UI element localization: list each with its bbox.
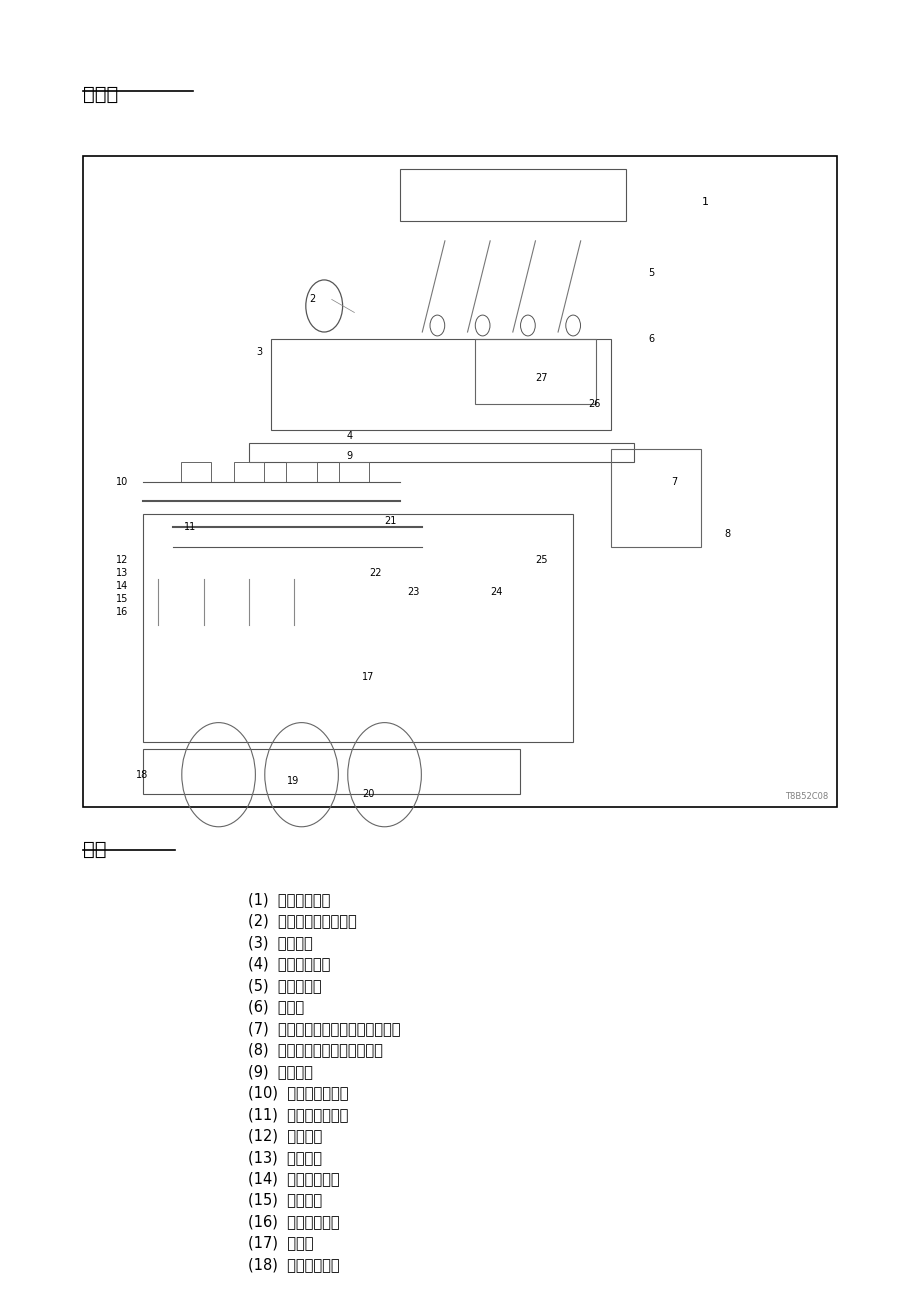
Text: 7: 7 [671, 477, 676, 487]
Text: (8)  点火线圈（直接点火系统）: (8) 点火线圈（直接点火系统） [248, 1042, 383, 1057]
Text: (9)  凸轮轴盖: (9) 凸轮轴盖 [248, 1064, 313, 1079]
Text: 16: 16 [116, 607, 128, 617]
Text: 27: 27 [535, 372, 548, 383]
Text: (4)  气缸盖罩衬垫: (4) 气缸盖罩衬垫 [248, 956, 331, 971]
Text: 18: 18 [135, 769, 148, 780]
Text: T8B52C08: T8B52C08 [784, 792, 827, 801]
Text: (5)  火花塞拉线: (5) 火花塞拉线 [248, 978, 322, 993]
Text: 图标: 图标 [83, 840, 107, 859]
Text: 6: 6 [648, 333, 654, 344]
Text: (13)  气门锁片: (13) 气门锁片 [248, 1150, 322, 1165]
Text: (18)  气门（进气）: (18) 气门（进气） [248, 1258, 340, 1272]
Text: 26: 26 [587, 398, 600, 409]
Text: 13: 13 [116, 568, 128, 578]
Text: 3: 3 [256, 346, 262, 357]
Bar [233, 462, 264, 482]
Text: (15)  气门弹簧: (15) 气门弹簧 [248, 1193, 323, 1208]
Text: (10)  凸轮轴（进气）: (10) 凸轮轴（进气） [248, 1086, 348, 1100]
Text: 9: 9 [346, 450, 353, 461]
Text: 12: 12 [116, 555, 128, 565]
Text: (2)  发动机机油加注口盖: (2) 发动机机油加注口盖 [248, 914, 357, 928]
Text: (14)  气门弹簧卡环: (14) 气门弹簧卡环 [248, 1172, 340, 1186]
Text: 5: 5 [648, 268, 654, 279]
FancyBboxPatch shape [83, 156, 836, 807]
Text: 25: 25 [535, 555, 548, 565]
Text: 21: 21 [384, 516, 396, 526]
Bar [339, 462, 369, 482]
Text: 气缸盖: 气缸盖 [83, 85, 118, 104]
Text: (3)  气缸盖罩: (3) 气缸盖罩 [248, 935, 312, 950]
Text: 23: 23 [407, 587, 419, 598]
Text: 22: 22 [369, 568, 381, 578]
Text: 19: 19 [286, 776, 299, 786]
Text: 14: 14 [116, 581, 128, 591]
Text: 2: 2 [309, 294, 315, 305]
Text: (17)  气缸盖: (17) 气缸盖 [248, 1236, 313, 1251]
Text: 4: 4 [346, 431, 353, 441]
Text: 10: 10 [116, 477, 128, 487]
Text: 20: 20 [361, 789, 374, 799]
Text: 1: 1 [700, 197, 708, 207]
Text: 17: 17 [361, 672, 374, 682]
Bar [286, 462, 316, 482]
Text: (11)  凸轮轴（排气）: (11) 凸轮轴（排气） [248, 1107, 348, 1122]
Text: 8: 8 [723, 529, 730, 539]
Text: 11: 11 [184, 522, 196, 533]
Text: (16)  气门杆密封件: (16) 气门杆密封件 [248, 1213, 340, 1229]
Bar [181, 462, 210, 482]
Text: (7)  点火线圈（直接点火系统）托架: (7) 点火线圈（直接点火系统）托架 [248, 1021, 401, 1036]
Text: (1)  火花塞拉线盖: (1) 火花塞拉线盖 [248, 892, 331, 907]
Text: 15: 15 [116, 594, 128, 604]
Text: 24: 24 [490, 587, 502, 598]
Text: (6)  火花塞: (6) 火花塞 [248, 1000, 304, 1014]
Text: (12)  气门挺杆: (12) 气门挺杆 [248, 1128, 323, 1143]
